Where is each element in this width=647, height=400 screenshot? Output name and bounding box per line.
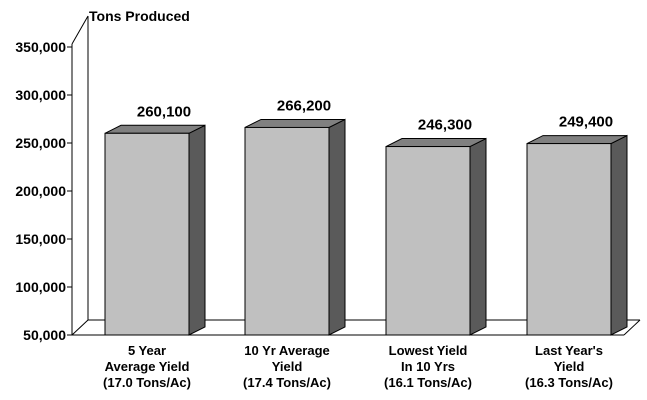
bar [385,137,487,336]
y-axis-title: Tons Produced [89,8,190,24]
floor-left-edge [71,319,89,336]
back-wall-left-edge [71,15,89,45]
category-label-line: Average Yield [105,359,190,374]
y-axis-ticks: 50,000 100,000 150,000 200,000 250,000 300,00… [15,39,72,343]
bar-front [385,146,471,336]
bar-front [244,126,330,336]
bar-side [328,118,346,336]
bar [526,134,628,336]
data-label: 249,400 [559,114,613,131]
category-label-line: (17.4 Tons/Ac) [243,375,331,390]
category-label-line: (16.1 Tons/Ac) [384,375,472,390]
bar-top [526,135,628,145]
y-tick-label: 250,000 [15,135,66,151]
bar-top [104,124,206,134]
y-tick-label: 350,000 [15,39,66,55]
category-label-line: In 10 Yrs [401,359,455,374]
y-tick-label: 300,000 [15,87,66,103]
category-label-line: (17.0 Tons/Ac) [103,375,191,390]
bar [104,124,206,336]
bar-side [469,137,487,336]
y-tick-label: 200,000 [15,183,66,199]
category-label-line: 10 Yr Average [244,343,330,358]
category-label-line: Yield [554,359,585,374]
category-label-line: (16.3 Tons/Ac) [525,375,613,390]
bar-side [610,134,628,336]
floor-right-edge [623,319,641,336]
category-label-line: Lowest Yield [389,343,468,358]
category-label-line: Last Year's [535,343,603,358]
bar-front [526,143,612,336]
y-tick-label: 50,000 [23,327,66,343]
data-label: 266,200 [277,97,331,114]
data-label: 260,100 [137,103,191,120]
y-tick-label: 150,000 [15,231,66,247]
data-label: 246,300 [418,117,472,134]
y-tick-label: 100,000 [15,279,66,295]
category-label-line: 5 Year [128,343,166,358]
bar-top [244,118,346,128]
bar-series [104,118,628,336]
bar-side [188,124,206,336]
bar-front [104,132,190,336]
category-label-line: Yield [272,359,303,374]
data-labels: 260,100 266,200 246,300 249,400 [137,97,613,133]
bar-top [385,138,487,148]
bar [244,118,346,336]
